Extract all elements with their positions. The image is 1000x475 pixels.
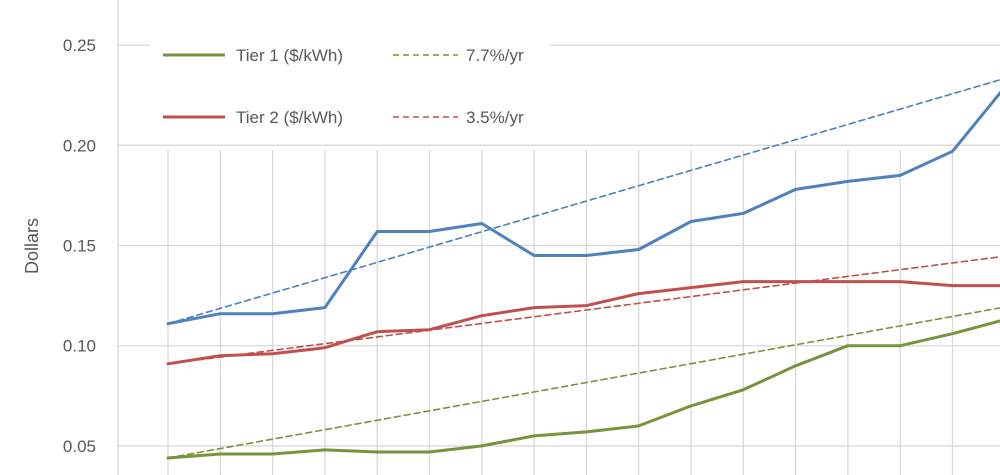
legend-label: 7.7%/yr xyxy=(466,46,524,65)
gridlines xyxy=(117,0,1000,475)
y-tick-label: 0.05 xyxy=(63,437,96,456)
trend-line-1 xyxy=(167,79,1000,325)
legend: Tier 1 ($/kWh) 7.7%/yr Tier 2 ($/kWh) 3.5%/… xyxy=(150,0,550,142)
y-tick-label: 0.25 xyxy=(63,36,96,55)
y-tick-label: 0.15 xyxy=(63,237,96,256)
y-tick-label: 0.10 xyxy=(63,337,96,356)
series-line-0 xyxy=(166,90,1000,326)
legend-label: Tier 2 ($/kWh) xyxy=(236,108,343,127)
series-line-4 xyxy=(166,280,1000,366)
y-axis-label: Dollars xyxy=(22,218,42,274)
trend-line-5 xyxy=(167,256,1000,365)
series-line-2 xyxy=(166,319,1000,460)
legend-label: Tier 1 ($/kWh) xyxy=(236,46,343,65)
y-tick-label: 0.20 xyxy=(63,136,96,155)
legend-label: 3.5%/yr xyxy=(466,108,524,127)
y-axis-ticks: 0.05 0.10 0.15 0.20 0.25 xyxy=(63,36,96,456)
series-lines xyxy=(166,79,1000,460)
trend-line-3 xyxy=(167,307,1000,459)
